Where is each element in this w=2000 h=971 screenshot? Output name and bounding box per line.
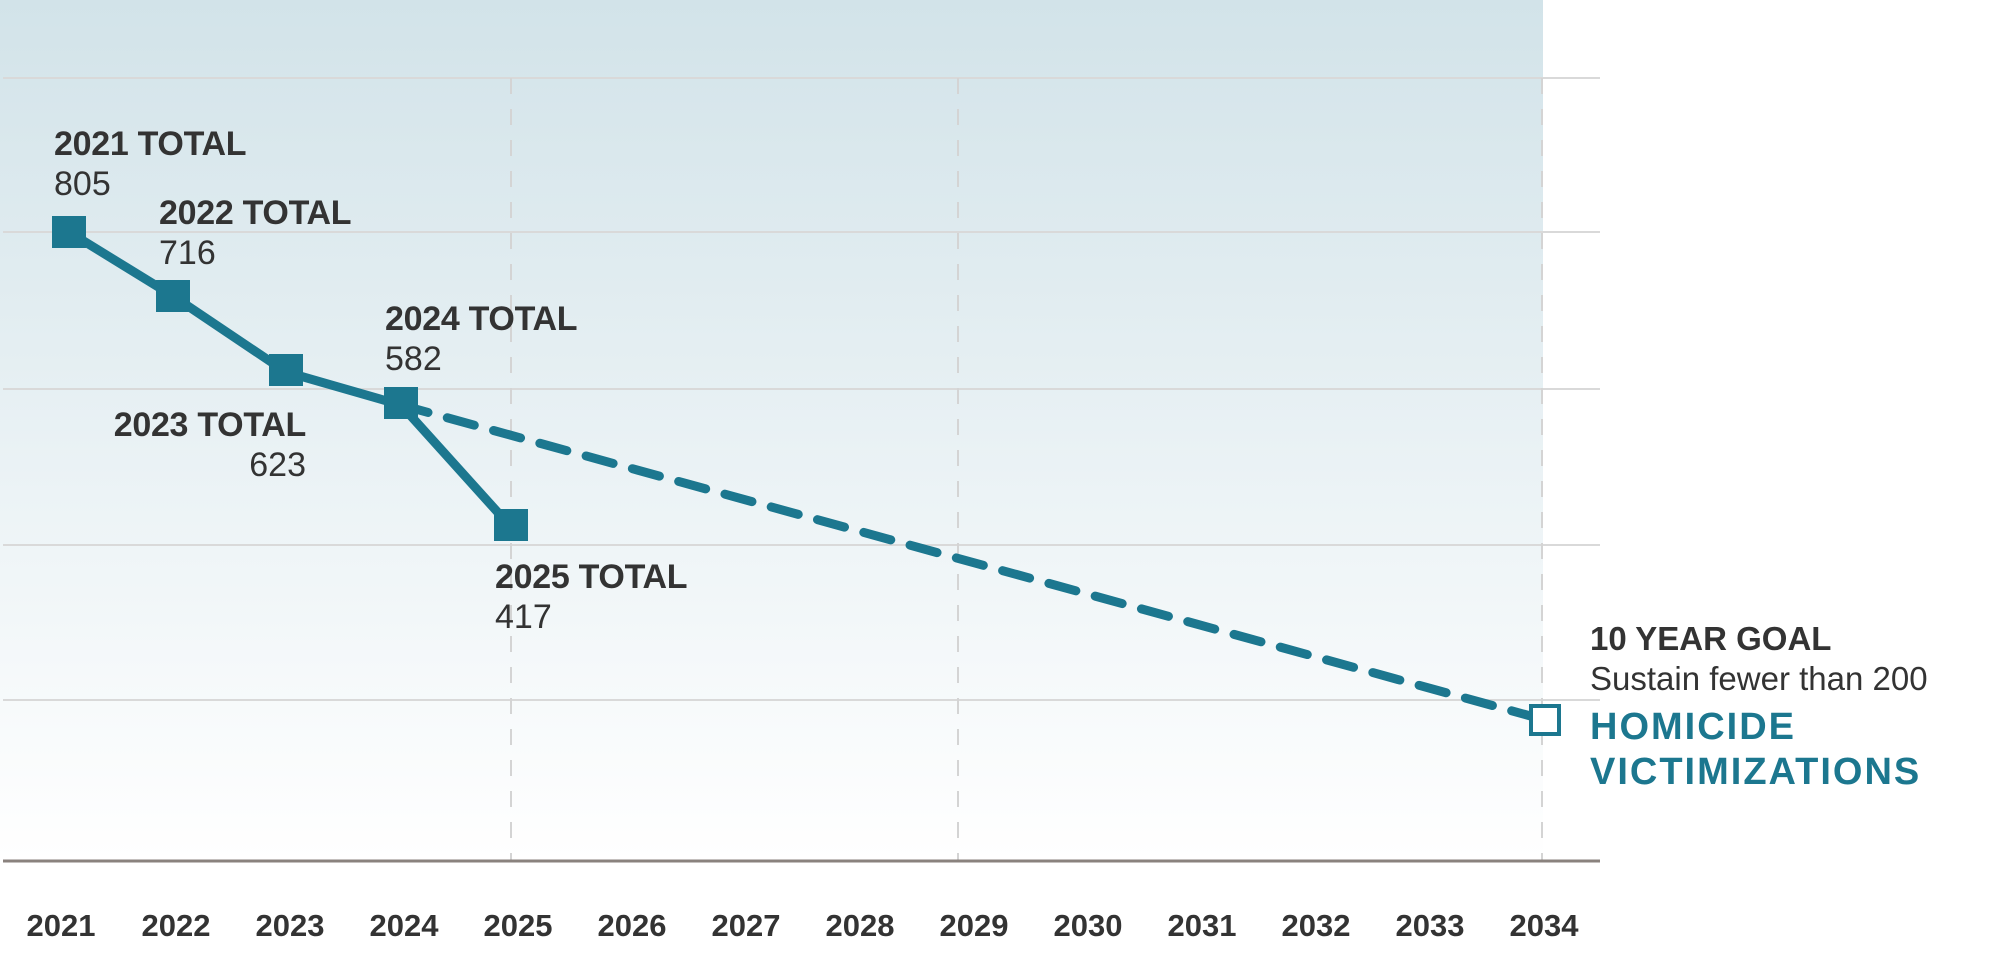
x-tick-2031: 2031	[1167, 908, 1237, 943]
goal-title: 10 YEAR GOAL	[1590, 620, 1832, 657]
label-2023-value: 623	[249, 446, 306, 484]
x-tick-2027: 2027	[711, 908, 781, 943]
label-2021-value: 805	[54, 165, 111, 203]
x-tick-2026: 2026	[597, 908, 667, 943]
horizontal-gridlines	[3, 77, 1600, 701]
plot-background	[0, 0, 1543, 861]
label-2021: 2021 TOTAL 805	[54, 125, 247, 203]
goal-highlight-line2: VICTIMIZATIONS	[1590, 751, 1922, 793]
goal-annotation: 10 YEAR GOAL Sustain fewer than 200 HOMI…	[1590, 622, 1928, 795]
goal-trajectory-line	[396, 400, 1550, 725]
label-2022: 2022 TOTAL 716	[159, 194, 352, 272]
label-2022-title: 2022 TOTAL	[159, 194, 352, 232]
x-tick-2033: 2033	[1395, 908, 1465, 943]
label-2023: 2023 TOTAL 623	[100, 406, 307, 484]
marker-2023[interactable]	[269, 354, 303, 386]
marker-2024[interactable]	[384, 387, 418, 419]
label-2025-title: 2025 TOTAL	[495, 558, 688, 596]
x-tick-2032: 2032	[1281, 908, 1351, 943]
marker-2021[interactable]	[52, 216, 86, 248]
x-tick-2022: 2022	[141, 908, 211, 943]
goal-highlight-line1: HOMICIDE	[1590, 706, 1796, 748]
label-2024: 2024 TOTAL 582	[385, 300, 578, 378]
x-tick-2034: 2034	[1509, 908, 1579, 943]
goal-subtitle: Sustain fewer than 200	[1590, 660, 1928, 697]
x-tick-2025: 2025	[483, 908, 553, 943]
marker-2022[interactable]	[156, 280, 190, 312]
label-2025-value: 417	[495, 598, 552, 636]
label-2025: 2025 TOTAL 417	[495, 558, 688, 636]
label-2023-title: 2023 TOTAL	[113, 406, 307, 444]
goal-highlight: HOMICIDE VICTIMIZATIONS	[1590, 705, 1928, 795]
goal-marker[interactable]	[1529, 704, 1561, 736]
label-2021-title: 2021 TOTAL	[54, 125, 247, 163]
label-2024-title: 2024 TOTAL	[385, 300, 578, 338]
label-2024-value: 582	[385, 340, 442, 378]
marker-2025[interactable]	[494, 509, 528, 541]
label-2022-value: 716	[159, 234, 216, 272]
x-tick-2029: 2029	[939, 908, 1009, 943]
x-tick-2028: 2028	[825, 908, 895, 943]
actual-series-markers	[52, 216, 528, 541]
x-tick-2024: 2024	[369, 908, 439, 943]
x-tick-2023: 2023	[255, 908, 325, 943]
x-tick-2030: 2030	[1053, 908, 1123, 943]
x-tick-2021: 2021	[26, 908, 96, 943]
